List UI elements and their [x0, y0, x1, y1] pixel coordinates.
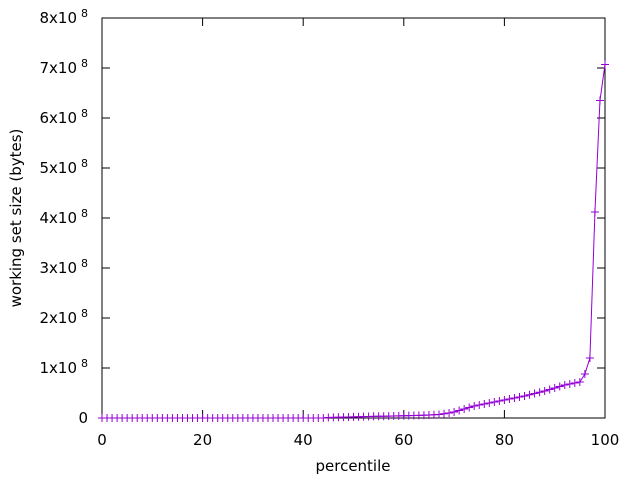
data-point — [585, 354, 594, 362]
y-tick-label: 0 — [78, 409, 88, 427]
y-tick-exponent: 8 — [81, 207, 88, 220]
x-tick-label: 0 — [97, 431, 107, 449]
x-axis-label: percentile — [315, 457, 390, 475]
data-point — [465, 403, 474, 412]
data-point — [440, 409, 449, 418]
data-point — [480, 400, 489, 408]
x-tick-label: 40 — [294, 431, 313, 449]
y-tick-base: 2x10 — [39, 309, 77, 327]
y-tick-exponent: 8 — [81, 57, 88, 70]
x-tick-label: 100 — [591, 431, 620, 449]
data-point — [550, 384, 559, 392]
y-tick-label: 6x10 8 — [39, 107, 88, 127]
y-tick-base: 1x10 — [39, 359, 77, 377]
data-point — [510, 394, 519, 402]
x-tick-label: 20 — [193, 431, 212, 449]
data-point — [545, 385, 554, 394]
data-point — [560, 381, 569, 389]
data-point — [580, 370, 589, 378]
y-tick-base: 7x10 — [39, 59, 77, 77]
y-tick-base: 5x10 — [39, 159, 77, 177]
data-point — [495, 397, 504, 405]
data-point — [595, 96, 604, 105]
data-point — [435, 410, 444, 419]
x-tick-label: 60 — [394, 431, 413, 449]
data-point — [460, 405, 469, 413]
plot-frame — [101, 17, 606, 419]
data-point — [575, 378, 584, 386]
y-tick-exponent: 8 — [81, 307, 88, 320]
y-tick-base: 6x10 — [39, 109, 77, 127]
y-tick-label: 5x10 8 — [39, 157, 88, 177]
y-tick-label: 8x10 8 — [39, 7, 88, 27]
y-axis-label: working set size (bytes) — [7, 129, 25, 308]
data-point — [455, 406, 464, 415]
data-point — [505, 395, 514, 403]
data-point — [570, 379, 579, 387]
y-tick-base: 4x10 — [39, 209, 77, 227]
data-point — [530, 389, 539, 398]
y-tick-label: 2x10 8 — [39, 307, 88, 327]
data-point — [475, 401, 484, 409]
data-point — [555, 382, 564, 391]
data-point — [540, 387, 549, 395]
data-point — [500, 396, 509, 404]
y-tick-exponent: 8 — [81, 357, 88, 370]
y-tick-base: 8x10 — [39, 9, 77, 27]
data-line — [102, 64, 606, 419]
data-point — [525, 390, 534, 399]
data-point — [450, 408, 459, 416]
data-point — [590, 208, 599, 216]
y-tick-base: 3x10 — [39, 259, 77, 277]
data-point — [601, 60, 609, 69]
data-point — [565, 380, 574, 388]
data-point — [470, 402, 479, 410]
y-tick-label: 1x10 8 — [39, 357, 88, 377]
y-tick-label: 3x10 8 — [39, 257, 88, 277]
data-point — [485, 399, 494, 407]
data-point — [490, 398, 499, 406]
x-tick-label: 80 — [495, 431, 514, 449]
y-tick-exponent: 8 — [81, 7, 88, 20]
data-point — [535, 388, 544, 397]
y-tick-label: 7x10 8 — [39, 57, 88, 77]
y-tick-exponent: 8 — [81, 157, 88, 170]
y-tick-label: 4x10 8 — [39, 207, 88, 227]
y-tick-exponent: 8 — [81, 257, 88, 270]
data-point — [445, 409, 454, 417]
data-point — [515, 393, 524, 401]
data-point — [520, 392, 529, 400]
y-tick-exponent: 8 — [81, 107, 88, 120]
